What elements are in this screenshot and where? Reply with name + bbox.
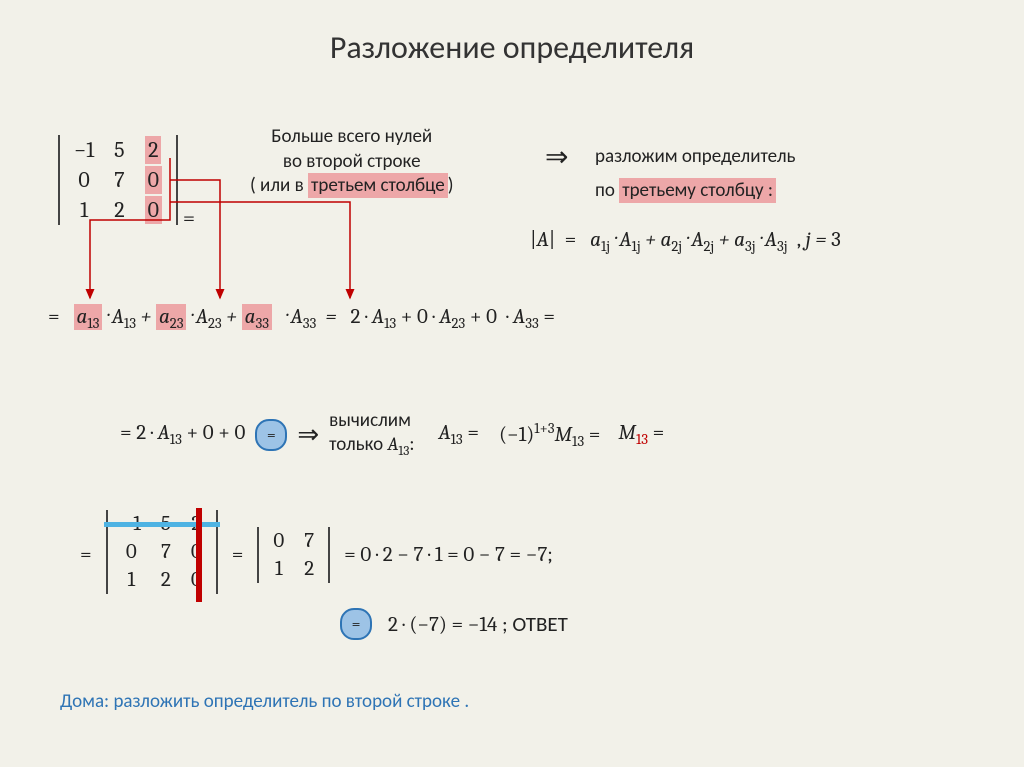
simplify-line: = 2 · A13 + 0 + 0 = ⇒ вычислим только A1… xyxy=(120,410,664,460)
answer-line: = 2 · (−7) = −14 ; ОТВЕТ xyxy=(340,608,568,640)
conclusion-line1: разложим определитель xyxy=(595,140,795,174)
homework-footer: Дома: разложить определитель по второй с… xyxy=(60,690,469,713)
a23-highlight: a23 xyxy=(156,304,187,330)
implies-arrow-1: ⇒ xyxy=(545,140,568,173)
minor-block: = −152 070 120 = 07 12 = 0 · 2 − 7 · 1 =… xyxy=(80,510,553,600)
conclusion-line2: по третьему столбцу : xyxy=(595,174,795,208)
main-matrix: −152 070 120 = xyxy=(58,135,195,231)
implies-arrow-2: ⇒ xyxy=(297,420,319,450)
note-line2: во второй строке xyxy=(250,150,453,175)
conclusion-note: разложим определитель по третьему столбц… xyxy=(595,140,795,208)
general-formula: |A| = a1j · A1j + a2j · A2j + a3j · A3j … xyxy=(530,228,841,255)
eq-circle-1: = xyxy=(255,419,287,451)
a33-highlight: a33 xyxy=(242,304,272,330)
eq-circle-2: = xyxy=(340,608,372,640)
minor-calc: = 0 · 2 − 7 · 1 = 0 − 7 = −7; xyxy=(344,543,553,567)
expansion-line: = a13 · A13 + a23 · A23 + a33 · A33 = 2 … xyxy=(48,305,555,332)
zeros-note: Больше всего нулей во второй строке ( ил… xyxy=(250,125,453,199)
a13-highlight: a13 xyxy=(74,304,103,330)
note-line3: ( или в третьем столбце) xyxy=(250,174,453,199)
minor-2x2: 07 12 xyxy=(257,527,330,583)
page-title: Разложение определителя xyxy=(0,28,1024,67)
struck-matrix: −152 070 120 xyxy=(106,510,218,600)
note-line1: Больше всего нулей xyxy=(250,125,453,150)
slide: Разложение определителя −152 070 120 = Б… xyxy=(0,0,1024,767)
